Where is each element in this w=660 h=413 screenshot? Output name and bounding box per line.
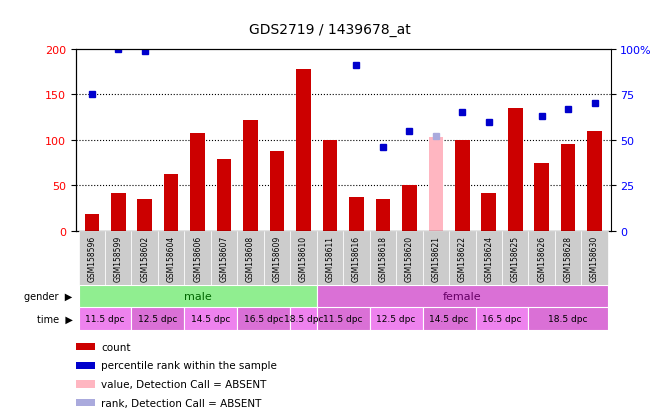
Bar [290,231,317,285]
Bar [79,285,317,308]
Bar [131,231,158,285]
Bar [184,308,238,330]
Bar [402,186,416,231]
Bar [475,308,529,330]
Text: GSM158609: GSM158609 [273,235,282,282]
Text: GSM158620: GSM158620 [405,235,414,282]
Text: 11.5 dpc: 11.5 dpc [323,315,363,323]
Bar [164,175,178,231]
Bar [131,308,184,330]
Text: GSM158599: GSM158599 [114,235,123,282]
Text: GSM158624: GSM158624 [484,235,493,282]
Text: 14.5 dpc: 14.5 dpc [191,315,230,323]
Text: GSM158610: GSM158610 [299,235,308,282]
Bar [370,308,422,330]
Text: percentile rank within the sample: percentile rank within the sample [102,361,277,370]
Bar [343,231,370,285]
Text: 18.5 dpc: 18.5 dpc [548,315,588,323]
Text: 11.5 dpc: 11.5 dpc [85,315,125,323]
Bar [79,308,131,330]
Bar [190,134,205,231]
Bar [587,131,602,231]
Bar [296,69,311,231]
Text: GSM158625: GSM158625 [511,235,519,282]
Text: GSM158621: GSM158621 [432,235,440,282]
Text: 14.5 dpc: 14.5 dpc [430,315,469,323]
Bar [323,140,337,231]
Bar [290,308,317,330]
Text: GSM158630: GSM158630 [590,235,599,282]
Text: GSM158622: GSM158622 [458,235,467,282]
Bar [238,231,264,285]
Text: GSM158606: GSM158606 [193,235,202,282]
Text: value, Detection Call = ABSENT: value, Detection Call = ABSENT [102,379,267,389]
Text: 12.5 dpc: 12.5 dpc [376,315,416,323]
Text: rank, Detection Call = ABSENT: rank, Detection Call = ABSENT [102,398,262,408]
Bar [211,231,238,285]
Bar [184,231,211,285]
Bar [270,151,284,231]
Bar [529,231,555,285]
Text: 12.5 dpc: 12.5 dpc [138,315,178,323]
Text: gender  ▶: gender ▶ [24,291,73,301]
Bar [508,109,523,231]
Text: female: female [443,291,482,301]
Bar [264,231,290,285]
Bar [396,231,422,285]
Bar [317,308,370,330]
Bar [349,198,364,231]
Bar [475,231,502,285]
Text: GSM158596: GSM158596 [87,235,96,282]
Bar [111,193,125,231]
Text: GSM158626: GSM158626 [537,235,546,282]
Bar [555,231,581,285]
Bar [502,231,529,285]
Bar [561,145,576,231]
Bar [317,285,608,308]
Bar [370,231,396,285]
Text: GSM158607: GSM158607 [220,235,228,282]
Bar [428,138,443,231]
Text: time  ▶: time ▶ [37,314,73,324]
Bar [317,231,343,285]
Text: GSM158616: GSM158616 [352,235,361,282]
Bar [581,231,608,285]
Bar [79,231,105,285]
Text: GDS2719 / 1439678_at: GDS2719 / 1439678_at [249,23,411,37]
Text: GSM158602: GSM158602 [140,235,149,282]
Text: GSM158604: GSM158604 [167,235,176,282]
Bar [422,231,449,285]
Bar [422,308,475,330]
Bar [535,163,549,231]
Bar [238,308,290,330]
Text: GSM158611: GSM158611 [325,235,335,282]
Bar [449,231,475,285]
Text: GSM158608: GSM158608 [246,235,255,282]
Bar [84,215,99,231]
Text: GSM158628: GSM158628 [564,235,573,282]
Bar [376,199,390,231]
Bar [217,159,232,231]
Text: 16.5 dpc: 16.5 dpc [244,315,284,323]
Text: count: count [102,342,131,352]
Bar [105,231,131,285]
Bar [158,231,184,285]
Bar [482,193,496,231]
Text: GSM158618: GSM158618 [378,235,387,282]
Text: male: male [183,291,211,301]
Bar [529,308,608,330]
Bar [137,199,152,231]
Bar [244,121,258,231]
Text: 18.5 dpc: 18.5 dpc [284,315,323,323]
Text: 16.5 dpc: 16.5 dpc [482,315,522,323]
Bar [455,140,469,231]
